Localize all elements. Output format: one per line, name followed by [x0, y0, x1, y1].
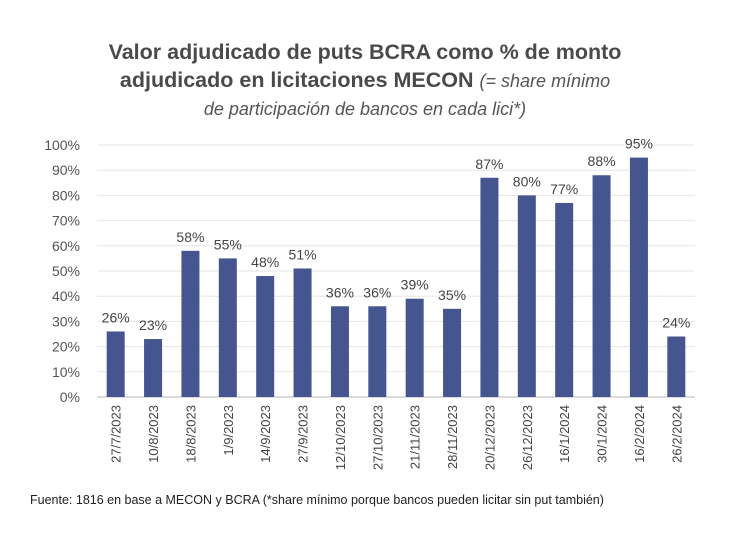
x-tick-label: 27/7/2023 — [109, 405, 124, 463]
x-tick-label: 14/9/2023 — [258, 405, 273, 463]
y-tick-label: 50% — [52, 263, 80, 279]
x-tick-label: 28/11/2023 — [445, 405, 460, 469]
bar — [555, 202, 574, 397]
x-tick-label: 21/11/2023 — [408, 405, 423, 469]
data-label: 35% — [438, 287, 466, 303]
y-tick-label: 30% — [52, 313, 80, 329]
x-tick-label: 16/2/2024 — [632, 405, 647, 463]
data-label: 26% — [102, 309, 130, 325]
data-label: 51% — [289, 246, 317, 262]
x-tick-label: 30/1/2024 — [595, 405, 610, 463]
y-tick-label: 80% — [52, 187, 80, 203]
bar — [293, 268, 312, 397]
bar — [629, 157, 648, 397]
data-label: 80% — [513, 173, 541, 189]
x-tick-label: 27/10/2023 — [370, 405, 385, 470]
data-label: 39% — [401, 277, 429, 293]
y-tick-label: 90% — [52, 162, 80, 178]
bar — [592, 175, 611, 397]
x-tick-label: 10/8/2023 — [146, 405, 161, 463]
x-tick-label: 26/2/2024 — [669, 405, 684, 463]
title-line-2: adjudicado en licitaciones MECON — [119, 68, 474, 92]
data-label: 87% — [475, 156, 503, 172]
y-tick-label: 0% — [60, 389, 80, 405]
y-tick-label: 60% — [52, 238, 80, 254]
title-note-2: de participación de bancos en cada lici*… — [203, 99, 527, 119]
x-tick-label: 26/12/2023 — [520, 405, 535, 470]
y-tick-label: 10% — [52, 364, 80, 380]
source-note: Fuente: 1816 en base a MECON y BCRA (*sh… — [30, 493, 604, 507]
data-label: 77% — [550, 181, 578, 197]
y-tick-label: 70% — [52, 213, 80, 229]
data-label: 58% — [176, 229, 204, 245]
bar — [256, 276, 275, 397]
bar — [667, 336, 686, 397]
bar — [144, 339, 163, 397]
bar — [405, 298, 424, 397]
bar — [330, 306, 349, 397]
data-label: 23% — [139, 317, 167, 333]
x-tick-label: 27/9/2023 — [296, 405, 311, 463]
data-label: 95% — [625, 136, 653, 152]
title-note-1: (= share mínimo — [479, 71, 611, 91]
y-tick-label: 100% — [44, 137, 80, 153]
bar — [443, 308, 462, 397]
x-tick-label: 20/12/2023 — [482, 405, 497, 470]
data-label: 36% — [326, 284, 354, 300]
bar — [106, 331, 125, 397]
data-label: 24% — [662, 315, 690, 331]
x-tick-label: 16/1/2024 — [557, 405, 572, 463]
x-tick-label: 18/8/2023 — [183, 405, 198, 463]
x-tick-label: 12/10/2023 — [333, 405, 348, 470]
chart-title: Valor adjudicado de puts BCRA como % de … — [0, 38, 730, 123]
bar — [368, 306, 387, 397]
data-label: 88% — [588, 153, 616, 169]
bar — [517, 195, 536, 397]
data-label: 55% — [214, 236, 242, 252]
title-line-1: Valor adjudicado de puts BCRA como % de … — [108, 40, 622, 64]
bar — [218, 258, 237, 397]
bar — [480, 177, 499, 397]
data-label: 48% — [251, 254, 279, 270]
y-tick-label: 40% — [52, 288, 80, 304]
data-label: 36% — [363, 284, 391, 300]
x-tick-label: 1/9/2023 — [221, 405, 236, 456]
y-tick-label: 20% — [52, 339, 80, 355]
bar — [181, 250, 200, 397]
